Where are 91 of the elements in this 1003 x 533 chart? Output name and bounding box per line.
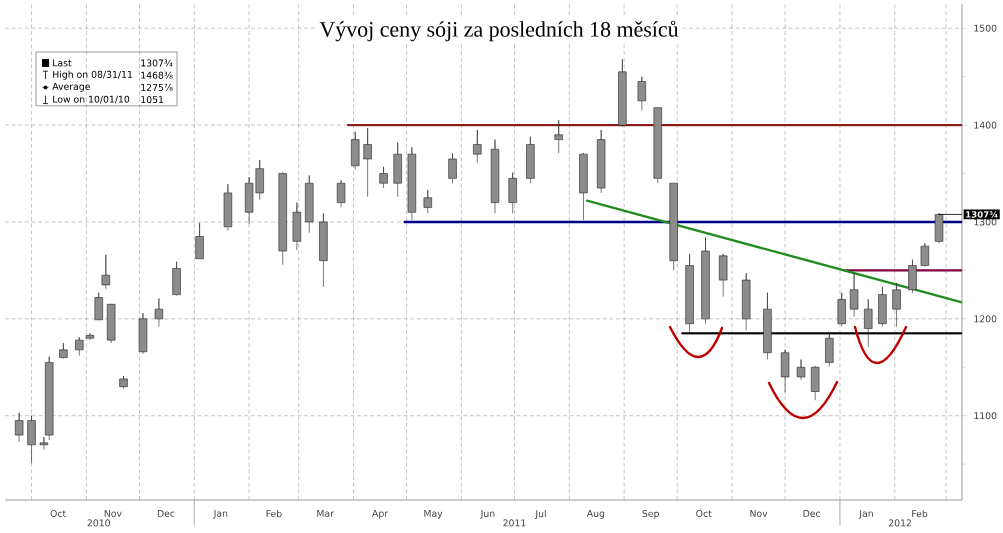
x-tick-label: Oct [696, 510, 712, 518]
candlestick [920, 242, 930, 267]
candlestick [223, 183, 233, 232]
annotation: High on 08/31/11 [53, 70, 133, 80]
candlestick [878, 286, 887, 327]
candlestick [892, 282, 901, 327]
y-tick-label: 1200 [974, 315, 997, 323]
x-tick-label: Dec [157, 510, 175, 517]
candlestick [138, 312, 148, 355]
candlestick [473, 129, 482, 164]
x-tick-label: Jun [480, 510, 495, 519]
candlestick [685, 253, 694, 334]
y-tick-label: 1100 [974, 412, 997, 420]
candlestick [837, 292, 846, 327]
y-tick-label: 1500 [974, 24, 997, 32]
candlestick [637, 76, 647, 111]
x-tick-label: Jul [534, 510, 546, 519]
candlestick [393, 142, 402, 198]
candlestick [319, 212, 328, 288]
x-tick-label: Apr [372, 510, 389, 519]
annotation: 1275⅞ [141, 83, 173, 91]
candlestick [14, 412, 24, 443]
x2-tick-label: 2011 [503, 519, 526, 527]
x-tick-label: Feb [912, 510, 928, 518]
x-tick-label: Mar [317, 510, 334, 517]
candlestick [448, 152, 457, 184]
text: 1307¾ [966, 211, 998, 218]
candlestick [796, 359, 806, 381]
candlestick [526, 136, 535, 184]
x-tick-label: Feb [266, 510, 282, 518]
annotation: 1051 [141, 96, 164, 104]
annotation: Low on 10/01/10 [53, 95, 130, 104]
candlestick [763, 292, 772, 360]
candlestick [554, 119, 563, 154]
candlestick [825, 333, 834, 367]
candlestick [172, 261, 181, 296]
candlestick [351, 131, 360, 170]
candlestick [741, 272, 751, 331]
candlestick [908, 259, 917, 294]
candlestick [44, 356, 54, 441]
candlestick [508, 172, 517, 214]
candlestick [336, 179, 346, 208]
x-tick-label: Nov [750, 510, 768, 517]
candlestick [407, 147, 417, 221]
candlestick [27, 415, 36, 464]
x-tick-label: Jan [858, 510, 873, 519]
candlestick [75, 336, 84, 356]
candlestick [849, 272, 859, 318]
annotation: 1468⅜ [141, 71, 173, 79]
candlestick [379, 166, 388, 189]
annotation: 1307¾ [141, 59, 173, 67]
x2-tick-label: 2012 [888, 519, 911, 527]
x-tick-label: Oct [50, 510, 66, 518]
candlestick [292, 202, 302, 251]
candlestick [101, 254, 111, 290]
y-tick-label: 1400 [974, 121, 997, 129]
candlestick [278, 172, 287, 265]
candlestick [119, 375, 128, 389]
candlestick [154, 298, 164, 327]
candlestick [195, 222, 204, 260]
x-tick-label: May [424, 510, 443, 519]
x-tick-label: Jan [213, 510, 228, 519]
x2-tick-label: 2010 [87, 519, 110, 527]
candlestick [423, 189, 433, 214]
candlestick [718, 253, 728, 297]
x-tick-label: Dec [803, 510, 821, 517]
x-tick-label: Sep [642, 510, 659, 519]
candlestick [579, 152, 588, 221]
candlestick [618, 58, 627, 128]
candlestick [669, 182, 678, 271]
candlestick [810, 365, 820, 401]
candlestick [780, 349, 790, 393]
candlestick [864, 299, 873, 348]
candlestick [490, 139, 500, 214]
x-tick-label: Nov [104, 510, 122, 517]
annotation: Average [52, 83, 90, 92]
candlestick [305, 175, 314, 233]
candlestick [596, 129, 606, 194]
candlestick [653, 107, 662, 184]
candlestick [39, 436, 49, 450]
candlestick [59, 342, 68, 359]
candlestick [94, 292, 103, 321]
candlestick [85, 333, 95, 341]
candlestick [106, 303, 116, 344]
candlestick [701, 237, 710, 325]
x-tick-label: Aug [586, 510, 605, 519]
candlestick [934, 212, 944, 244]
y-tick-label: 1300 [974, 218, 997, 226]
text: Vývoj ceny sóji za posledních 18 měsíců [319, 20, 679, 42]
candlestick [363, 127, 372, 198]
annotation: Last [53, 59, 72, 67]
